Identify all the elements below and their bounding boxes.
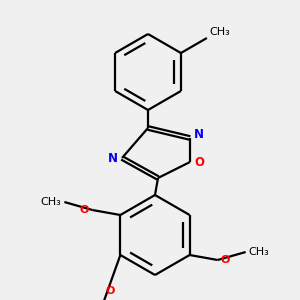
Text: CH₃: CH₃ [249,247,269,257]
Text: O: O [106,286,115,296]
Text: N: N [194,128,204,140]
Text: O: O [194,155,204,169]
Text: O: O [80,205,89,215]
Text: N: N [108,152,118,164]
Text: O: O [220,255,230,265]
Text: CH₃: CH₃ [40,197,61,207]
Text: CH₃: CH₃ [209,27,230,37]
